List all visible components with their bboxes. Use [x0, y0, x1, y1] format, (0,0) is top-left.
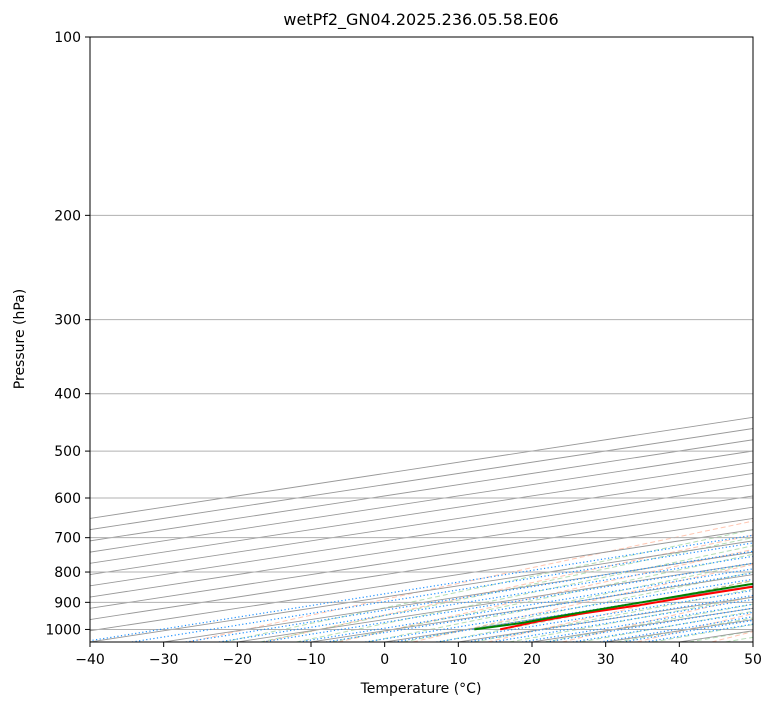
isotherm-line — [90, 461, 753, 564]
dry-adiabat-line — [412, 563, 753, 642]
y-tick-label: 1000 — [45, 622, 81, 638]
temperature-profile-line — [499, 585, 753, 631]
background-lines — [90, 37, 753, 642]
y-axis: 100 200 300 400 500 600 700 800 900 1000 — [45, 30, 90, 638]
y-tick-label: 400 — [54, 387, 81, 403]
mixing-ratio-line — [572, 611, 753, 642]
mixing-ratio-line — [262, 562, 753, 642]
plot-frame — [89, 36, 754, 643]
y-tick-label: 700 — [54, 531, 81, 547]
isotherm-line — [90, 529, 753, 632]
x-tick-label: −10 — [296, 652, 326, 668]
y-tick-label: 900 — [54, 595, 81, 611]
profiles — [474, 582, 753, 631]
y-tick-label: 100 — [54, 30, 81, 46]
y-tick-label: 800 — [54, 565, 81, 581]
isotherm-line — [90, 473, 753, 576]
mixing-ratio-line — [185, 550, 753, 642]
dry-adiabat-line — [562, 595, 753, 642]
isotherm-line — [90, 484, 753, 587]
y-tick-label: 500 — [54, 444, 81, 460]
isotherm-line — [90, 540, 753, 642]
y-axis-title: Pressure (hPa) — [12, 289, 28, 389]
x-tick-label: 10 — [449, 652, 467, 668]
x-tick-label: −30 — [149, 652, 179, 668]
x-tick-label: 40 — [670, 652, 688, 668]
x-tick-label: 30 — [597, 652, 615, 668]
isotherm-line — [90, 506, 753, 609]
mixing-ratio-line — [546, 607, 753, 642]
mixing-ratio-line — [299, 568, 753, 642]
mixing-ratio-line — [218, 555, 753, 642]
isotherm-line — [90, 517, 753, 620]
dry-adiabat-line — [263, 534, 753, 642]
x-tick-label: −40 — [75, 652, 105, 668]
mixing-ratio-line — [90, 534, 753, 642]
x-tick-label: 20 — [523, 652, 541, 668]
x-axis: −40 −30 −20 −10 0 10 20 30 40 50 — [75, 642, 762, 668]
y-tick-label: 300 — [54, 313, 81, 329]
mixing-ratio-line — [599, 616, 753, 642]
isotherm-line — [90, 450, 753, 553]
chart-title: wetPf2_GN04.2025.236.05.58.E06 — [283, 10, 558, 30]
x-tick-label: −20 — [223, 652, 253, 668]
isotherm-line — [90, 495, 753, 598]
y-tick-label: 600 — [54, 491, 81, 507]
y-tick-label: 200 — [54, 208, 81, 224]
x-tick-label: 0 — [380, 652, 389, 668]
x-tick-label: 50 — [744, 652, 762, 668]
x-axis-title: Temperature (°C) — [360, 681, 482, 697]
